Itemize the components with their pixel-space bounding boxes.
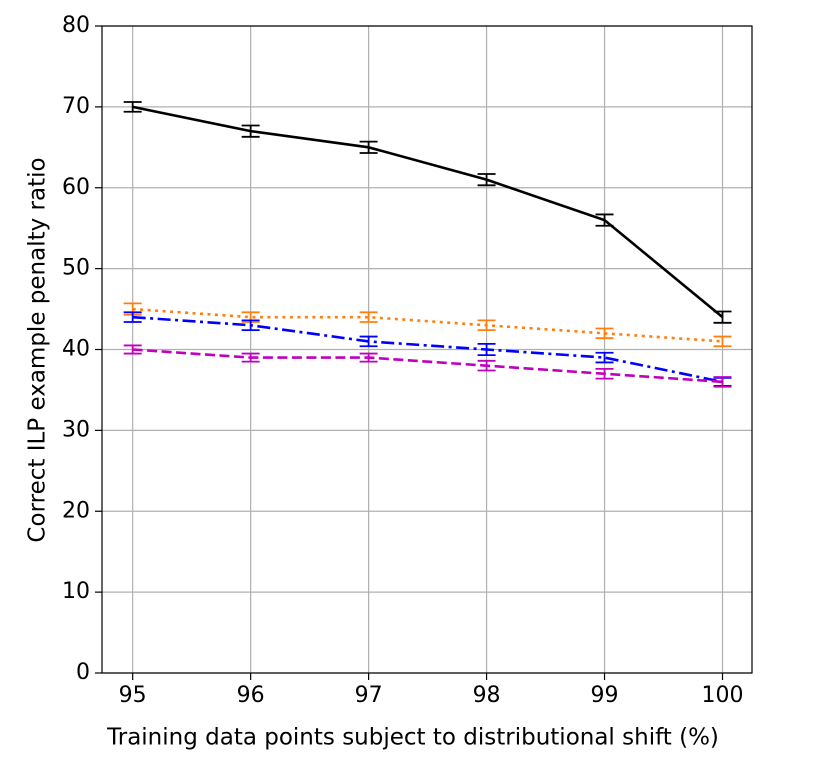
y-tick-label: 70: [62, 94, 90, 119]
y-axis-label: Correct ILP example penalty ratio: [25, 157, 51, 542]
y-tick-label: 30: [62, 417, 90, 442]
line: [132, 105, 724, 319]
series: [123, 344, 732, 388]
x-tick-label: 95: [119, 683, 147, 708]
series: [123, 302, 732, 348]
x-tick-label: 99: [591, 683, 619, 708]
y-tick-label: 40: [62, 337, 90, 362]
y-tick-label: 50: [62, 256, 90, 281]
y-tick-label: 60: [62, 175, 90, 200]
y-tick-label: 80: [62, 13, 90, 38]
y-tick-label: 0: [76, 660, 90, 685]
plot-frame: [101, 25, 753, 674]
x-axis-label: Training data points subject to distribu…: [106, 725, 719, 751]
x-tick-label: 100: [702, 683, 744, 708]
line: [132, 307, 723, 343]
x-tick-label: 96: [237, 683, 265, 708]
line: [132, 348, 723, 384]
y-tick-label: 10: [62, 579, 90, 604]
x-tick-label: 97: [355, 683, 383, 708]
y-tick-label: 20: [62, 498, 90, 523]
line: [132, 315, 723, 384]
series: [123, 101, 732, 324]
x-tick-label: 98: [473, 683, 501, 708]
